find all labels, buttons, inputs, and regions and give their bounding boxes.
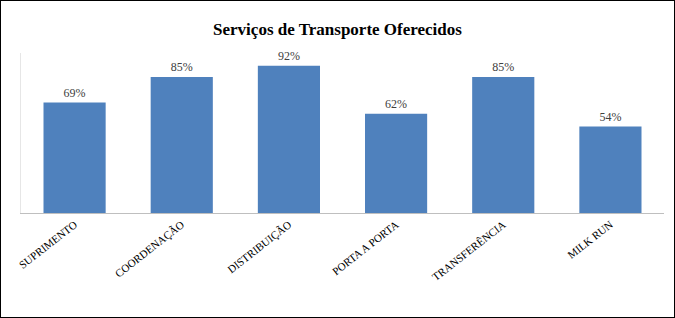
svg-text:PORTA A PORTA: PORTA A PORTA	[330, 218, 401, 277]
svg-text:62%: 62%	[385, 97, 407, 111]
svg-text:92%: 92%	[278, 49, 300, 63]
svg-text:85%: 85%	[171, 60, 193, 74]
svg-text:MILK RUN: MILK RUN	[565, 218, 615, 261]
svg-text:54%: 54%	[599, 110, 621, 124]
svg-text:DISTRIBUIÇÃO: DISTRIBUIÇÃO	[225, 218, 294, 275]
svg-text:COORDENAÇÃO: COORDENAÇÃO	[113, 218, 187, 279]
svg-text:SUPRIMENTO: SUPRIMENTO	[17, 218, 80, 271]
svg-text:TRANSFERÊNCIA: TRANSFERÊNCIA	[430, 218, 508, 283]
svg-text:69%: 69%	[64, 86, 86, 100]
svg-text:Serviços de Transporte Ofereci: Serviços de Transporte Oferecidos	[213, 20, 462, 39]
svg-text:85%: 85%	[492, 60, 514, 74]
